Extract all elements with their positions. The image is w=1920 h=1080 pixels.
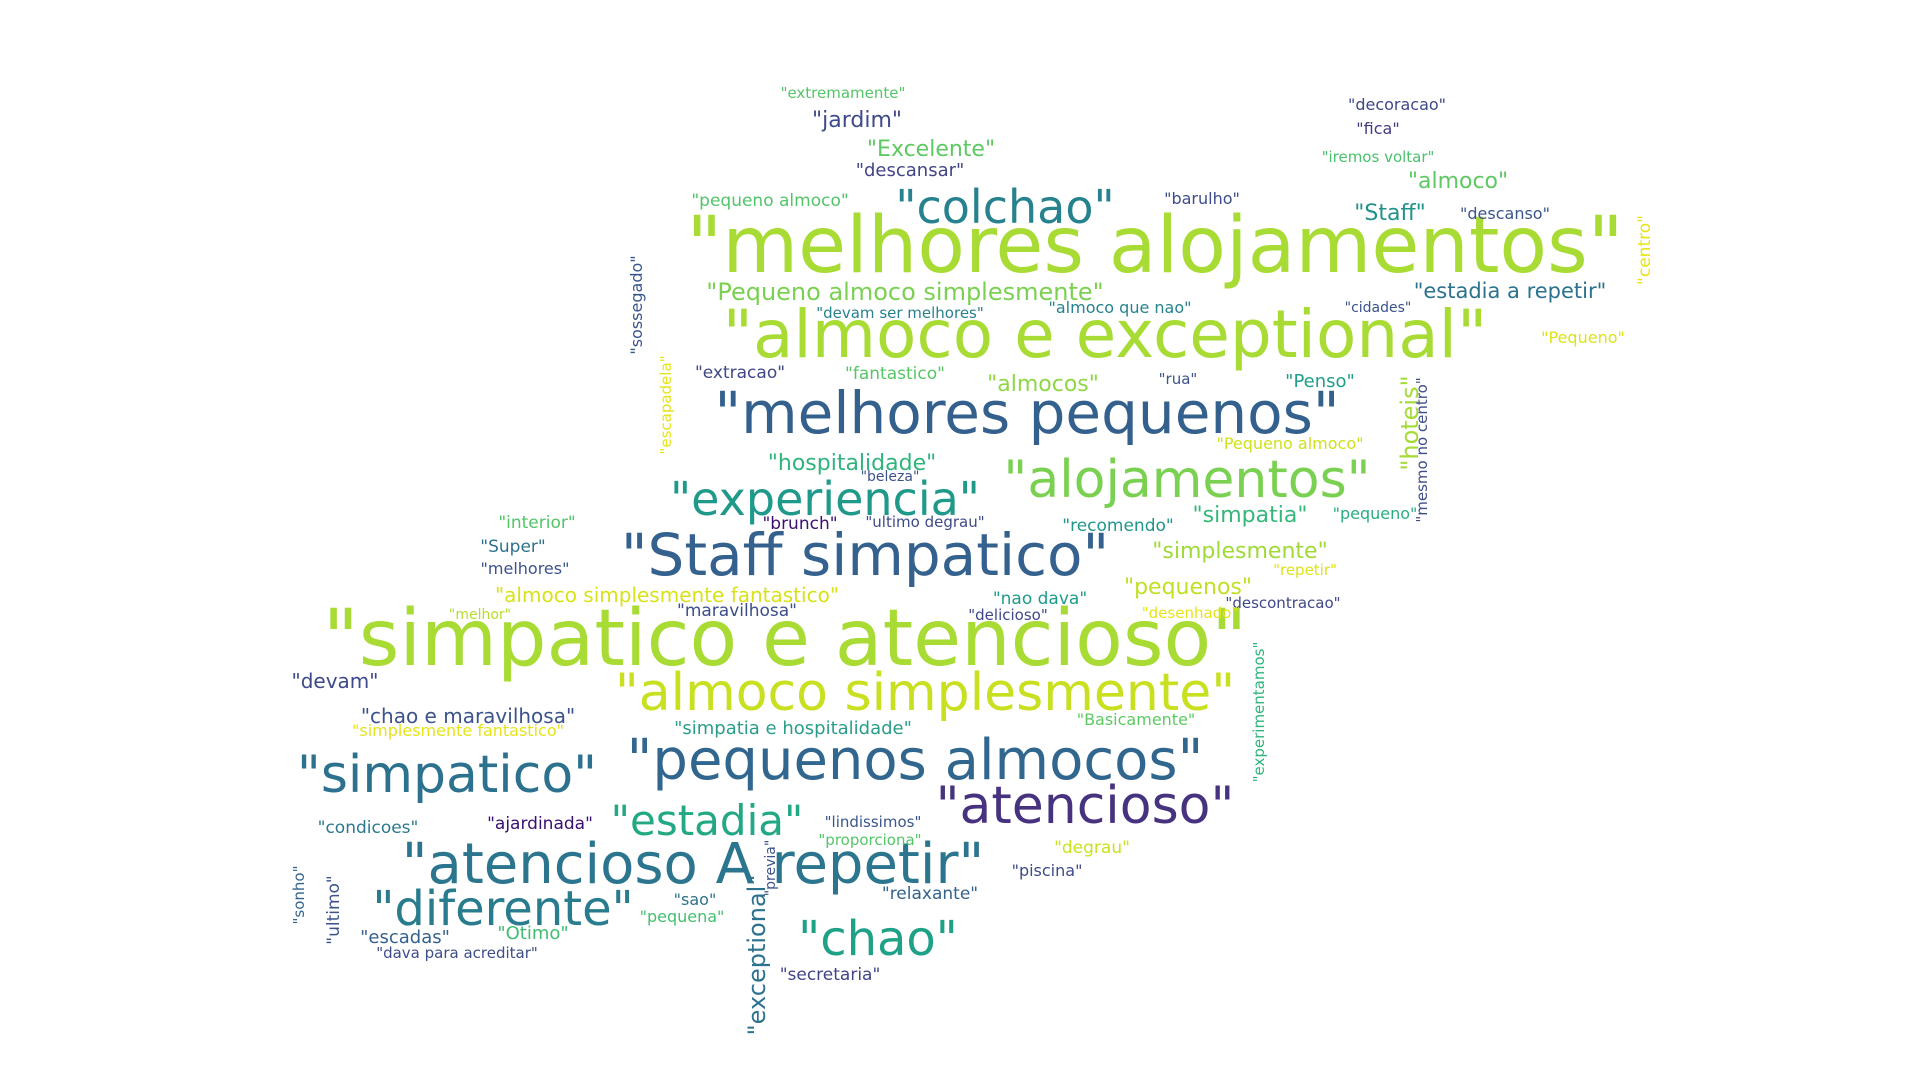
cloud-word: "simplesmente" [1152, 539, 1327, 564]
cloud-word: "simpatico e atencioso" [323, 594, 1247, 684]
cloud-word: "ultimo degrau" [865, 513, 984, 531]
cloud-word: "repetir" [1273, 561, 1337, 579]
cloud-word: "almoco simplesmente" [615, 663, 1235, 723]
cloud-word: "lindissimos" [825, 813, 922, 831]
cloud-word: "pequeno almoco" [691, 191, 848, 211]
cloud-word: "pequenos" [1124, 575, 1252, 600]
cloud-word: "interior" [498, 513, 575, 533]
cloud-word: "simpatia" [1193, 503, 1308, 528]
cloud-word: "descanso" [1460, 204, 1550, 223]
cloud-word: "rua" [1159, 370, 1198, 388]
cloud-word: "simpatia e hospitalidade" [674, 718, 912, 739]
cloud-word: "exceptional" [743, 875, 771, 1036]
cloud-word: "sao" [674, 890, 717, 909]
cloud-word: "descontracao" [1225, 594, 1340, 612]
cloud-word: "hospitalidade" [768, 451, 936, 476]
cloud-word: "hoteis" [1396, 375, 1424, 470]
cloud-word: "melhor" [449, 607, 511, 623]
cloud-word: "escadas" [360, 927, 450, 948]
cloud-word: "experimentamos" [1250, 642, 1268, 783]
cloud-word: "chao" [798, 911, 958, 967]
cloud-word: "pequeno" [1333, 504, 1418, 523]
cloud-word: "iremos voltar" [1322, 148, 1435, 166]
cloud-word: "dava para acreditar" [376, 944, 538, 962]
cloud-word: "devam" [292, 669, 379, 693]
cloud-word: "piscina" [1012, 861, 1083, 880]
cloud-word: "estadia" [611, 796, 804, 845]
cloud-word: "jardim" [812, 108, 902, 133]
cloud-word: "ajardinada" [487, 814, 593, 834]
cloud-word: "brunch" [762, 514, 837, 534]
cloud-word: "secretaria" [780, 965, 881, 985]
cloud-word: "almoco simplesmente fantastico" [495, 583, 839, 607]
cloud-word: "almocos" [987, 372, 1099, 397]
cloud-word: "Pequeno almoco" [1216, 434, 1363, 453]
cloud-word: "fica" [1356, 119, 1399, 138]
cloud-word: "beleza" [861, 469, 920, 485]
cloud-word: "atencioso" [936, 776, 1235, 836]
cloud-word: "maravilhosa" [677, 601, 797, 621]
cloud-word: "melhores" [481, 559, 570, 578]
cloud-word: "Pequeno almoco simplesmente" [706, 278, 1103, 306]
cloud-word: "Basicamente" [1077, 710, 1196, 729]
cloud-word: "experiencia" [670, 472, 980, 526]
cloud-word: "mesmo no centro" [1413, 377, 1431, 522]
cloud-word: "alojamentos" [1003, 450, 1370, 510]
cloud-word: "condicoes" [318, 818, 419, 838]
cloud-word: "Pequeno" [1541, 328, 1625, 347]
cloud-word: "estadia a repetir" [1414, 279, 1607, 303]
cloud-word: "simplesmente fantastico" [352, 721, 564, 740]
cloud-word: "recomendo" [1062, 516, 1173, 536]
cloud-word: "colchao" [895, 180, 1114, 234]
cloud-word: "atencioso A repetir" [402, 832, 984, 897]
cloud-word: "extremamente" [781, 84, 906, 102]
cloud-word: "decoracao" [1348, 95, 1446, 114]
cloud-word: "almoco que nao" [1049, 298, 1192, 317]
cloud-word: "pequenos almocos" [627, 728, 1204, 793]
cloud-word: "Super" [480, 537, 545, 557]
cloud-word: "sonho" [290, 866, 308, 925]
cloud-word: "descansar" [856, 160, 965, 181]
cloud-word: "fantastico" [845, 364, 945, 384]
cloud-word: "desenhado" [1142, 604, 1239, 622]
cloud-word: "chao e maravilhosa" [361, 704, 575, 728]
cloud-word: "previa" [763, 840, 779, 897]
cloud-word: "extracao" [695, 363, 785, 383]
cloud-word: "Penso" [1285, 371, 1355, 392]
cloud-word: "almoco" [1408, 169, 1508, 194]
cloud-word: "centro" [1635, 215, 1655, 285]
cloud-word: "devam ser melhores" [816, 304, 984, 322]
cloud-word: "relaxante" [882, 884, 978, 904]
cloud-word: "diferente" [372, 881, 633, 937]
cloud-word: "cidades" [1345, 300, 1412, 316]
cloud-word: "melhores alojamentos" [686, 201, 1623, 291]
cloud-word: "Staff simpatico" [621, 521, 1109, 589]
cloud-word: "escapadela" [657, 355, 675, 454]
cloud-word: "proporciona" [818, 831, 921, 849]
cloud-word: "Excelente" [867, 137, 995, 162]
cloud-word: "melhores pequenos" [714, 379, 1339, 447]
cloud-word: "Staff" [1354, 201, 1425, 226]
cloud-word: "pequena" [640, 907, 725, 926]
cloud-word: "delicioso" [968, 606, 1047, 624]
cloud-word: "sossegado" [627, 255, 646, 354]
cloud-word: "almoco e exceptional" [723, 296, 1488, 373]
cloud-word: "Otimo" [497, 923, 568, 944]
cloud-word: "nao dava" [993, 589, 1087, 609]
cloud-word: "barulho" [1164, 189, 1240, 208]
cloud-word: "ultimo" [324, 875, 344, 945]
cloud-word: "simpatico" [297, 745, 597, 805]
cloud-word: "degrau" [1054, 838, 1130, 858]
